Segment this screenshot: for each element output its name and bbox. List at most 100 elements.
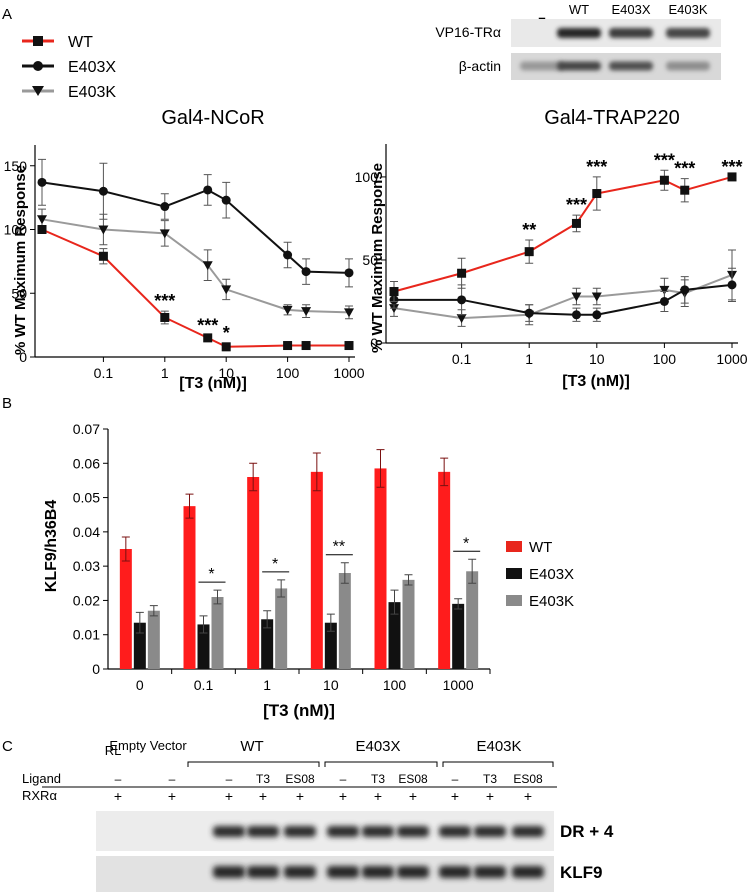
bar	[211, 597, 224, 669]
panel-label-b: B	[2, 395, 12, 412]
blot-band	[666, 28, 710, 38]
chart-title: Gal4-NCoR	[161, 107, 264, 129]
ligand-mark: ES08	[285, 772, 315, 786]
data-point	[37, 215, 47, 225]
lane-label-empty-vector: Empty Vector	[109, 738, 187, 753]
data-point	[727, 280, 737, 290]
ligand-mark: T3	[371, 772, 385, 786]
western-blot-a: – WT E403X E403K VP16-TRα β-actin	[435, 2, 721, 80]
rxr-mark: +	[524, 788, 532, 804]
error-bar	[440, 457, 449, 487]
error-bar	[312, 452, 321, 492]
data-point	[221, 342, 231, 352]
series-line	[41, 218, 350, 314]
legend-label: E403X	[529, 566, 574, 583]
x-tick-label: 1000	[443, 677, 474, 693]
data-point	[98, 186, 108, 196]
ligand-mark: –	[226, 772, 233, 786]
rxr-mark: +	[168, 788, 176, 804]
y-tick-label: 0.05	[73, 490, 100, 506]
gel-band	[397, 866, 429, 878]
ligand-mark: –	[169, 772, 176, 786]
data-point	[457, 295, 467, 305]
x-tick-label: 0	[136, 677, 144, 693]
legend-label: WT	[529, 539, 552, 556]
legend-label: E403X	[68, 59, 116, 76]
data-point	[389, 287, 399, 297]
ligand-label: Ligand	[22, 771, 61, 786]
x-tick-label: 1	[263, 677, 271, 693]
x-tick-label: 10	[323, 677, 339, 693]
gel-band	[362, 866, 394, 878]
bar	[275, 588, 288, 669]
bar	[338, 573, 351, 669]
error-bar	[135, 611, 144, 634]
blot-lane-label: E403K	[668, 2, 707, 17]
panel-label-c: C	[2, 738, 13, 755]
rxr-mark: +	[225, 788, 233, 804]
gel-band	[512, 826, 544, 837]
error-bar	[263, 610, 272, 629]
data-point	[524, 308, 534, 318]
data-point	[659, 175, 669, 185]
y-axis-label: % WT Maximum Response	[369, 163, 386, 353]
gel-band	[439, 826, 471, 837]
y-tick-label: 150	[4, 158, 28, 174]
blot-band	[520, 61, 564, 71]
blot-row-label: β-actin	[459, 58, 501, 74]
chart-klf9-bar: KLF9/h36B4 [T3 (nM)] 0 0.01 0.02 0.03 0.04 0.…	[43, 421, 491, 720]
rxr-mark: +	[451, 788, 459, 804]
significance-mark: ***	[674, 159, 695, 179]
series-line	[393, 273, 733, 320]
panel-label-a: A	[2, 6, 12, 23]
data-point	[591, 292, 602, 302]
lane-label-line: Empty Vector	[109, 738, 187, 753]
data-point	[160, 312, 170, 322]
series-line	[41, 228, 349, 348]
chart-gal4-ncor: Gal4-NCoR % WT Maximum Response [T3 (nM)…	[4, 107, 365, 392]
bar	[452, 603, 465, 669]
gel-band	[213, 866, 245, 878]
data-point	[457, 268, 467, 278]
x-tick-label: 0.1	[452, 351, 472, 367]
data-point	[221, 285, 232, 295]
data-point	[680, 185, 690, 195]
x-axis-label: [T3 (nM)]	[562, 373, 630, 390]
x-tick-label: 100	[383, 677, 407, 693]
legend-label: E403K	[68, 84, 116, 101]
x-tick-label: 100	[653, 351, 677, 367]
y-tick-label: 100	[355, 169, 379, 185]
x-tick-label: 1000	[716, 351, 747, 367]
error-bar	[213, 589, 222, 605]
y-tick-label: 0.03	[73, 558, 100, 574]
ligand-mark: –	[452, 772, 459, 786]
legend-b: WT E403X E403K	[506, 539, 574, 610]
significance-mark: ***	[586, 157, 607, 177]
data-point	[659, 285, 670, 295]
x-tick-label: 1	[525, 351, 533, 367]
gel-band	[247, 826, 279, 837]
x-axis-label: [T3 (nM)]	[263, 701, 335, 720]
y-tick-label: 0	[19, 349, 27, 365]
rxr-mark: +	[486, 788, 494, 804]
rxr-mark: +	[259, 788, 267, 804]
y-tick-label: 0.04	[73, 524, 100, 540]
bar	[310, 471, 323, 669]
gel-band	[327, 866, 359, 878]
y-tick-label: 50	[11, 285, 27, 301]
x-tick-label: 0.1	[94, 365, 114, 381]
bar	[374, 468, 387, 669]
blot-row-label: VP16-TRα	[435, 24, 501, 40]
y-tick-label: 0.01	[73, 627, 100, 643]
bar	[438, 471, 451, 669]
data-point	[727, 172, 737, 182]
error-bar	[326, 613, 335, 632]
bar	[402, 579, 415, 669]
data-point	[344, 308, 354, 318]
data-point	[37, 225, 47, 234]
data-point	[283, 341, 293, 351]
probe-label: KLF9	[560, 863, 603, 882]
data-point	[301, 341, 311, 351]
data-point	[592, 189, 602, 199]
